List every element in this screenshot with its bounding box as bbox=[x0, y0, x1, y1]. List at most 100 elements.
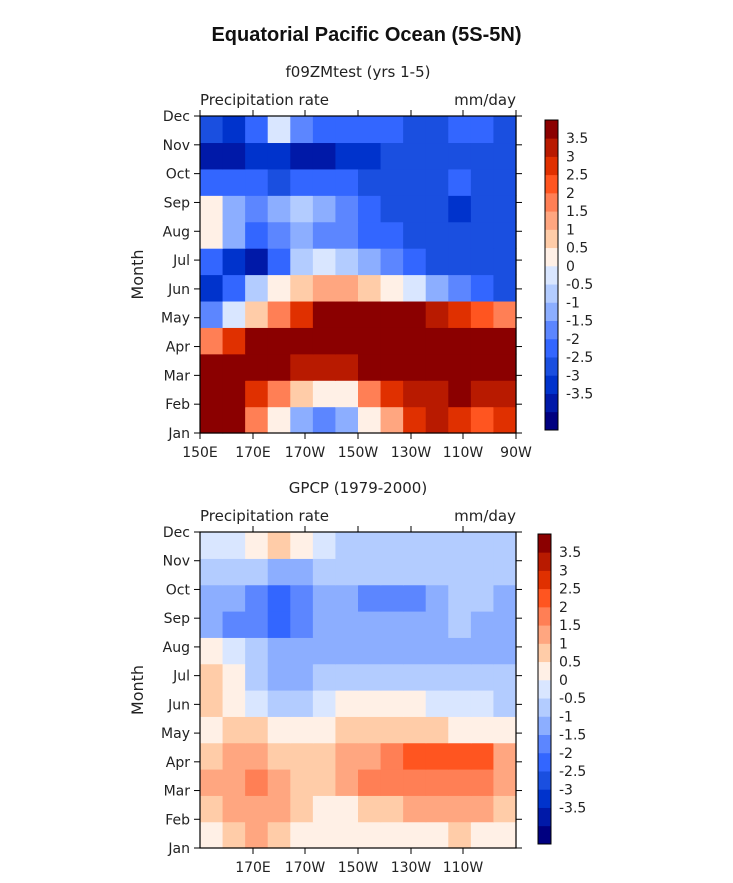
heatmap-cell bbox=[470, 300, 495, 328]
heatmap-cell bbox=[245, 742, 269, 770]
colorbar-label: 2.5 bbox=[566, 168, 588, 184]
heatmap-cell bbox=[425, 195, 449, 223]
colorbar-swatch bbox=[545, 302, 558, 321]
heatmap-cell bbox=[470, 168, 495, 196]
heatmap-cell bbox=[425, 142, 449, 170]
heatmap-cell bbox=[335, 663, 359, 691]
colorbar-label: 1.5 bbox=[559, 618, 581, 634]
x-tick-label: 170W bbox=[285, 445, 326, 461]
heatmap-cell bbox=[290, 769, 314, 796]
heatmap-cell bbox=[245, 406, 269, 434]
x-tick-label: 130W bbox=[391, 860, 432, 876]
heatmap-cell bbox=[245, 142, 269, 170]
heatmap-cell bbox=[245, 795, 269, 823]
heatmap-cell bbox=[267, 116, 291, 144]
heatmap-cell bbox=[358, 221, 382, 249]
heatmap-cell bbox=[200, 584, 224, 612]
heatmap-cell bbox=[425, 611, 449, 638]
heatmap-cell bbox=[200, 532, 224, 559]
heatmap-cell bbox=[200, 558, 224, 586]
heatmap-cell bbox=[245, 690, 269, 717]
heatmap-cell bbox=[222, 248, 246, 276]
colorbar-label: 3 bbox=[566, 149, 575, 165]
heatmap-cell bbox=[448, 380, 472, 408]
heatmap-cell bbox=[222, 195, 246, 223]
heatmap-cell bbox=[448, 795, 472, 823]
heatmap-cell bbox=[358, 663, 382, 691]
y-tick-label: Jul bbox=[172, 669, 190, 685]
y-tick-label: May bbox=[161, 726, 190, 742]
heatmap-cell bbox=[267, 300, 291, 328]
heatmap-cell bbox=[290, 532, 314, 559]
heatmap-cell bbox=[380, 637, 404, 665]
heatmap-cell bbox=[470, 532, 495, 559]
colorbar-label: -3.5 bbox=[559, 801, 586, 817]
heatmap-cell bbox=[448, 274, 472, 302]
colorbar-label: 0.5 bbox=[566, 241, 588, 257]
heatmap-cell bbox=[312, 795, 337, 823]
heatmap-cell bbox=[403, 248, 427, 276]
heatmap-cell bbox=[403, 821, 427, 849]
heatmap-cell bbox=[200, 406, 224, 434]
heatmap-cell bbox=[200, 168, 224, 196]
colorbar-swatch bbox=[538, 625, 551, 644]
heatmap-cell bbox=[312, 663, 337, 691]
heatmap-cell bbox=[358, 611, 382, 638]
heatmap-cell bbox=[245, 558, 269, 586]
colorbar-swatch bbox=[545, 411, 558, 431]
heatmap-cell bbox=[403, 558, 427, 586]
heatmap-cell bbox=[425, 274, 449, 302]
heatmap-cell bbox=[267, 353, 291, 381]
heatmap-cell bbox=[312, 116, 337, 144]
heatmap-cell bbox=[493, 611, 517, 638]
heatmap-cell bbox=[403, 690, 427, 717]
heatmap-cell bbox=[403, 353, 427, 381]
heatmap-cell bbox=[448, 716, 472, 744]
heatmap-cell bbox=[245, 821, 269, 849]
heatmap-cell bbox=[335, 795, 359, 823]
colorbar-swatch bbox=[545, 120, 558, 139]
heatmap-cell bbox=[380, 168, 404, 196]
heatmap-cell bbox=[312, 142, 337, 170]
heatmap-cell bbox=[290, 274, 314, 302]
heatmap-cell bbox=[267, 195, 291, 223]
heatmap-cell bbox=[290, 221, 314, 249]
colorbar-label: -1 bbox=[566, 295, 580, 311]
heatmap-cell bbox=[335, 142, 359, 170]
heatmap-cell bbox=[290, 406, 314, 434]
heatmap-cell bbox=[335, 248, 359, 276]
heatmap-cell bbox=[335, 221, 359, 249]
heatmap-cell bbox=[200, 142, 224, 170]
heatmap-cell bbox=[493, 406, 517, 434]
panel-2-title: GPCP (1979-2000) bbox=[288, 479, 428, 497]
heatmap-cell bbox=[425, 663, 449, 691]
colorbar-swatch bbox=[538, 807, 551, 827]
y-tick-label: Sep bbox=[164, 611, 191, 627]
heatmap-cell bbox=[470, 795, 495, 823]
heatmap-cell bbox=[245, 195, 269, 223]
y-tick-label: Oct bbox=[166, 167, 191, 183]
heatmap-cell bbox=[470, 248, 495, 276]
heatmap-cell bbox=[493, 558, 517, 586]
heatmap-cell bbox=[245, 532, 269, 559]
heatmap-cell bbox=[493, 248, 517, 276]
heatmap-cell bbox=[358, 584, 382, 612]
heatmap-cell bbox=[403, 532, 427, 559]
heatmap-cell bbox=[290, 300, 314, 328]
heatmap-cell bbox=[290, 611, 314, 638]
colorbar-label: 3 bbox=[559, 563, 568, 579]
heatmap-cell bbox=[403, 221, 427, 249]
y-axis-title: Month bbox=[128, 249, 147, 299]
heatmap-cell bbox=[403, 795, 427, 823]
colorbar-label: -0.5 bbox=[559, 691, 586, 707]
heatmap-cell bbox=[245, 637, 269, 665]
colorbar-label: 2 bbox=[566, 186, 575, 202]
heatmap-cell bbox=[448, 769, 472, 796]
heatmap-cell bbox=[245, 327, 269, 355]
heatmap-cell bbox=[380, 248, 404, 276]
heatmap-cell bbox=[493, 690, 517, 717]
heatmap-cell bbox=[470, 221, 495, 249]
heatmap-cell bbox=[448, 532, 472, 559]
heatmap-cell bbox=[448, 742, 472, 770]
